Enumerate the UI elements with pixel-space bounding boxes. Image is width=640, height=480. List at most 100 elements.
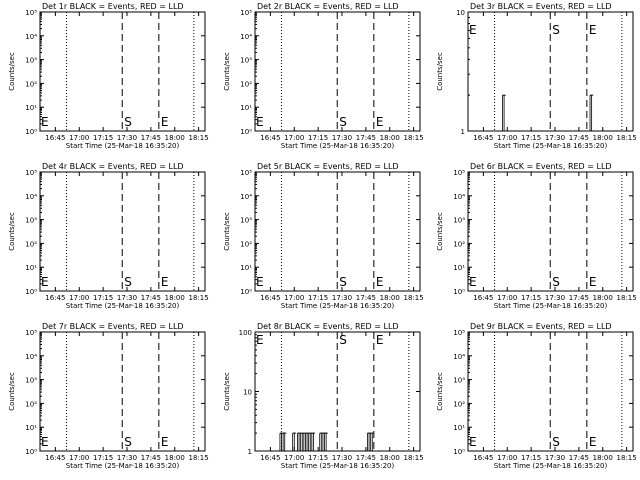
x-axis-label: Start Time (25-Mar-18 16:35:20): [494, 462, 608, 470]
y-axis-label: Counts/sec: [436, 372, 444, 411]
panel-title: Det 8r BLACK = Events, RED = LLD: [257, 322, 399, 331]
y-tick-label: 10³: [25, 377, 37, 385]
y-tick-label: 10³: [240, 57, 252, 65]
count-spike: [297, 432, 315, 451]
y-axis-label: Counts/sec: [8, 52, 16, 91]
x-tick-label: 18:15: [404, 454, 424, 462]
x-tick-label: 17:30: [117, 134, 137, 142]
x-tick-label: 17:15: [93, 294, 113, 302]
x-tick-label: 17:45: [141, 454, 161, 462]
y-tick-label: 1: [248, 448, 252, 456]
y-tick-label: 10: [243, 389, 252, 397]
x-tick-label: 17:45: [356, 134, 376, 142]
x-tick-label: 17:15: [521, 454, 541, 462]
y-tick-label: 10¹: [25, 424, 37, 432]
y-tick-label: 10⁴: [25, 193, 37, 201]
x-tick-label: 17:00: [284, 454, 304, 462]
event-marker-label: S: [339, 275, 347, 289]
y-axis-label: Counts/sec: [8, 372, 16, 411]
count-spike: [367, 432, 374, 451]
y-tick-label: 10²: [240, 80, 252, 88]
panel-title: Det 3r BLACK = Events, RED = LLD: [470, 2, 612, 11]
x-tick-label: 16:45: [260, 294, 280, 302]
y-tick-label: 10⁵: [453, 329, 465, 337]
y-tick-label: 10³: [453, 377, 465, 385]
y-tick-label: 10³: [25, 217, 37, 225]
y-axis-label: Counts/sec: [436, 212, 444, 251]
x-tick-label: 17:00: [497, 294, 517, 302]
x-tick-label: 16:45: [260, 454, 280, 462]
y-tick-label: 10⁴: [25, 33, 37, 41]
x-tick-label: 18:00: [380, 134, 400, 142]
event-marker-label: E: [41, 115, 49, 129]
y-tick-label: 10²: [25, 400, 37, 408]
y-tick-label: 10⁵: [25, 9, 37, 17]
y-tick-label: 10²: [453, 240, 465, 248]
event-marker-label: S: [552, 275, 560, 289]
event-marker-label: E: [161, 435, 169, 449]
x-tick-label: 17:45: [356, 454, 376, 462]
y-tick-label: 10⁰: [240, 288, 252, 296]
y-tick-label: 10²: [25, 240, 37, 248]
detector-panel: Det 1r BLACK = Events, RED = LLD Counts/s…: [8, 2, 209, 150]
event-marker-label: S: [552, 23, 560, 37]
x-axis-label: Start Time (25-Mar-18 16:35:20): [281, 142, 395, 150]
x-tick-label: 17:30: [117, 454, 137, 462]
x-tick-label: 18:00: [165, 294, 185, 302]
x-axis-label: Start Time (25-Mar-18 16:35:20): [281, 462, 395, 470]
x-tick-label: 18:15: [189, 454, 209, 462]
event-marker-label: E: [256, 333, 264, 347]
event-marker-label: E: [469, 275, 477, 289]
x-tick-label: 18:00: [380, 454, 400, 462]
x-tick-label: 17:30: [332, 294, 352, 302]
x-tick-label: 18:00: [165, 454, 185, 462]
x-tick-label: 16:45: [473, 454, 493, 462]
x-tick-label: 17:30: [545, 294, 565, 302]
x-tick-label: 17:30: [545, 454, 565, 462]
x-tick-label: 17:00: [284, 134, 304, 142]
event-marker-label: S: [552, 435, 560, 449]
x-tick-label: 18:15: [617, 294, 637, 302]
x-axis-label: Start Time (25-Mar-18 16:35:20): [494, 142, 608, 150]
event-marker-label: E: [41, 275, 49, 289]
x-tick-label: 18:15: [404, 294, 424, 302]
x-tick-label: 18:00: [380, 294, 400, 302]
y-axis-label: Counts/sec: [223, 52, 231, 91]
x-tick-label: 18:15: [189, 294, 209, 302]
count-spike: [292, 432, 296, 451]
event-marker-label: E: [376, 275, 384, 289]
count-spike: [319, 432, 328, 451]
y-tick-label: 10¹: [240, 264, 252, 272]
x-tick-label: 17:30: [332, 134, 352, 142]
y-tick-label: 10⁰: [25, 288, 37, 296]
x-axis-label: Start Time (25-Mar-18 16:35:20): [494, 302, 608, 310]
y-tick-label: 10²: [25, 80, 37, 88]
y-tick-label: 10¹: [240, 104, 252, 112]
y-axis-label: Counts/sec: [436, 52, 444, 91]
x-tick-label: 17:15: [93, 134, 113, 142]
x-tick-label: 18:00: [593, 294, 613, 302]
x-tick-label: 16:45: [260, 134, 280, 142]
event-marker-label: S: [124, 275, 132, 289]
detector-panel: Det 3r BLACK = Events, RED = LLD Counts/s…: [436, 2, 637, 150]
x-tick-label: 18:15: [404, 134, 424, 142]
y-tick-label: 10⁰: [453, 288, 465, 296]
x-tick-label: 16:45: [45, 454, 65, 462]
x-tick-label: 18:15: [617, 134, 637, 142]
x-tick-label: 17:15: [521, 134, 541, 142]
x-tick-label: 18:00: [593, 134, 613, 142]
detector-panel: Det 5r BLACK = Events, RED = LLD Counts/s…: [223, 162, 424, 310]
event-marker-label: S: [339, 115, 347, 129]
x-axis-label: Start Time (25-Mar-18 16:35:20): [66, 462, 180, 470]
y-tick-label: 10⁰: [25, 128, 37, 136]
y-tick-label: 10²: [240, 240, 252, 248]
x-tick-label: 16:45: [45, 294, 65, 302]
count-spike: [502, 94, 506, 131]
x-tick-label: 17:15: [308, 294, 328, 302]
y-axis-label: Counts/sec: [223, 372, 231, 411]
event-marker-label: E: [41, 435, 49, 449]
y-axis-label: Counts/sec: [8, 212, 16, 251]
x-tick-label: 17:15: [308, 454, 328, 462]
y-tick-label: 10³: [240, 217, 252, 225]
